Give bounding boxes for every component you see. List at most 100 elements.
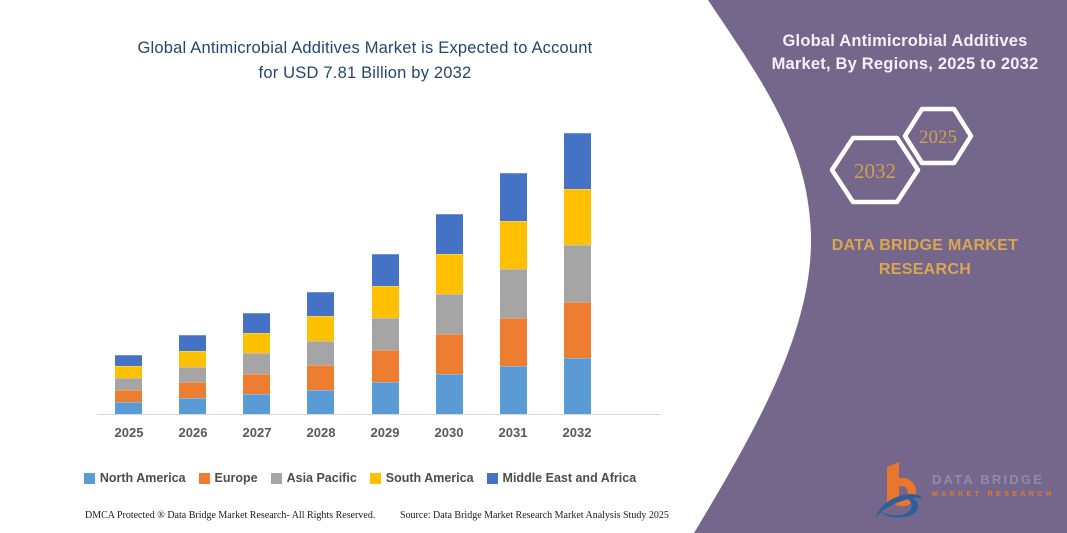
x-tick-2027: 2027	[242, 425, 272, 440]
bar-segment-2025-asia-pacific	[115, 378, 142, 391]
legend-label: Middle East and Africa	[502, 471, 637, 485]
footer: DMCA Protected ® Data Bridge Market Rese…	[0, 508, 690, 528]
legend-item-south-america: South America	[369, 471, 474, 485]
bar-segment-2032-europe	[564, 301, 591, 358]
bar-segment-2029-north-america	[372, 382, 399, 414]
bar-segment-2031-europe	[500, 317, 527, 366]
bar-segment-2027-asia-pacific	[243, 353, 270, 374]
bar-segment-2030-asia-pacific	[436, 294, 463, 334]
bar-segment-2028-asia-pacific	[307, 340, 334, 365]
bar-segment-2027-europe	[243, 373, 270, 394]
bar-segment-2029-middle-east-and-africa	[372, 254, 399, 286]
hexagon-2032-label: 2032	[854, 159, 896, 183]
panel-heading-line2: Market, By Regions, 2025 to 2032	[771, 55, 1039, 74]
brand-wordmark: DATA BRIDGE MARKET RESEARCH	[795, 234, 1055, 282]
bar-2032	[564, 133, 591, 414]
legend-label: North America	[99, 471, 186, 485]
legend-item-north-america: North America	[83, 471, 186, 485]
legend-swatch	[486, 472, 498, 484]
x-tick-2031: 2031	[498, 425, 528, 440]
legend-swatch	[369, 472, 381, 484]
bar-segment-2029-south-america	[372, 286, 399, 318]
bar-segment-2032-middle-east-and-africa	[564, 133, 591, 190]
panel-heading: Global Antimicrobial Additives Market, B…	[742, 30, 1067, 76]
bar-segment-2028-south-america	[307, 316, 334, 341]
bar-segment-2025-south-america	[115, 366, 142, 379]
bar-segment-2029-asia-pacific	[372, 318, 399, 350]
x-axis-labels: 2025 2026 2027 2028 2029 2030 2031 2032	[97, 425, 661, 443]
bar-segment-2028-north-america	[307, 389, 334, 414]
bar-segment-2025-north-america	[115, 402, 142, 414]
chart-title-line2: for USD 7.81 Billion by 2032	[258, 63, 472, 82]
x-tick-2030: 2030	[434, 425, 464, 440]
bar-segment-2025-middle-east-and-africa	[115, 354, 142, 367]
bar-segment-2032-asia-pacific	[564, 245, 591, 302]
legend-label: South America	[385, 471, 474, 485]
bar-2028	[307, 291, 334, 414]
brand-wordmark-line1: DATA BRIDGE MARKET	[831, 237, 1019, 254]
bar-segment-2031-asia-pacific	[500, 269, 527, 318]
bar-segment-2026-europe	[179, 382, 206, 399]
logo-d-hook	[880, 497, 919, 518]
logo-data-bridge-text: DATA BRIDGE	[932, 472, 1045, 487]
source-note: Source: Data Bridge Market Research Mark…	[400, 510, 669, 521]
bar-segment-2027-north-america	[243, 393, 270, 414]
x-tick-2029: 2029	[370, 425, 400, 440]
bar-2027	[243, 313, 270, 414]
bar-segment-2028-middle-east-and-africa	[307, 291, 334, 316]
logo-market-research-text: MARKET RESEARCH	[932, 491, 1055, 498]
legend-label: Europe	[214, 471, 258, 485]
legend-item-asia-pacific: Asia Pacific	[270, 471, 357, 485]
x-tick-2032: 2032	[562, 425, 592, 440]
bar-2029	[372, 254, 399, 414]
chart-legend: North America Europe Asia Pacific South Ame…	[50, 471, 670, 485]
bar-2031	[500, 173, 527, 414]
dmca-notice: DMCA Protected ® Data Bridge Market Rese…	[85, 510, 376, 521]
legend-label: Asia Pacific	[286, 471, 357, 485]
bar-segment-2031-middle-east-and-africa	[500, 173, 527, 222]
bar-segment-2026-south-america	[179, 350, 206, 367]
bar-segment-2030-south-america	[436, 254, 463, 294]
bar-segment-2027-south-america	[243, 333, 270, 354]
bar-segment-2032-north-america	[564, 357, 591, 414]
bar-segment-2030-middle-east-and-africa	[436, 214, 463, 254]
legend-item-middle-east-and-africa: Middle East and Africa	[486, 471, 637, 485]
bar-segment-2032-south-america	[564, 189, 591, 246]
logo-b-bowl	[887, 477, 917, 507]
legend-swatch	[198, 472, 210, 484]
legend-swatch	[270, 472, 282, 484]
brand-wordmark-line2: RESEARCH	[878, 261, 972, 278]
logo-swoosh	[875, 494, 923, 519]
logo-words: DATA BRIDGE MARKET RESEARCH	[932, 460, 1054, 498]
hexagon-2025-label: 2025	[919, 127, 957, 148]
legend-item-europe: Europe	[198, 471, 258, 485]
bar-2030	[436, 214, 463, 414]
bar-segment-2031-south-america	[500, 221, 527, 270]
bar-segment-2030-europe	[436, 334, 463, 374]
chart-title: Global Antimicrobial Additives Market is…	[95, 36, 635, 86]
panel-heading-line1: Global Antimicrobial Additives	[782, 32, 1028, 50]
year-hexagons: 2032 2025	[829, 106, 974, 205]
company-logo: DATA BRIDGE MARKET RESEARCH	[874, 460, 1054, 522]
stacked-bar-plot	[97, 120, 661, 415]
bar-segment-2028-europe	[307, 365, 334, 390]
bar-segment-2026-middle-east-and-africa	[179, 335, 206, 351]
hexagon-2032	[829, 135, 921, 205]
bar-segment-2026-asia-pacific	[179, 366, 206, 383]
bar-2026	[179, 335, 206, 414]
bar-segment-2030-north-america	[436, 374, 463, 414]
x-tick-2028: 2028	[306, 425, 336, 440]
chart-title-line1: Global Antimicrobial Additives Market is…	[137, 39, 593, 57]
x-tick-2026: 2026	[178, 425, 208, 440]
x-tick-2025: 2025	[114, 425, 144, 440]
purple-panel-path	[694, 0, 1067, 533]
bar-segment-2025-europe	[115, 390, 142, 403]
bar-segment-2031-north-america	[500, 365, 527, 414]
logo-b-icon	[875, 462, 923, 519]
bar-segment-2027-middle-east-and-africa	[243, 313, 270, 334]
hexagon-2025	[902, 106, 974, 166]
bar-2025	[115, 354, 142, 414]
legend-swatch	[83, 472, 95, 484]
